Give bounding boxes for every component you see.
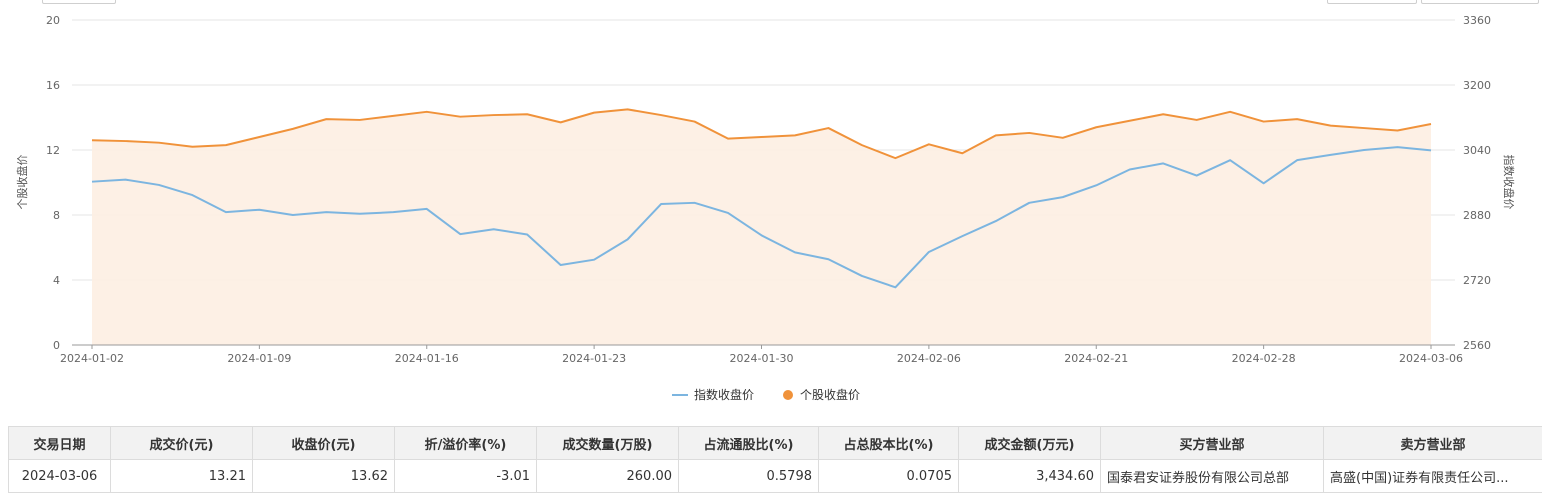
price-comparison-chart: 0 4 8 12 16 20 2560 2720 2880 3040 3200 3360 2024-01… — [15, 14, 1516, 402]
stock-area-fill — [92, 109, 1431, 345]
cell-total-ratio: 0.0705 — [818, 459, 959, 493]
x-tick-label-6: 2024-02-21 — [1064, 352, 1128, 365]
x-tick-label-7: 2024-02-28 — [1232, 352, 1296, 365]
col-header-amount[interactable]: 成交金额(万元) — [958, 426, 1101, 460]
legend-item-index[interactable]: 指数收盘价 — [672, 387, 754, 402]
cell-float-ratio: 0.5798 — [678, 459, 819, 493]
col-header-premium-rate[interactable]: 折/溢价率(%) — [394, 426, 537, 460]
y-left-tick-2: 8 — [53, 209, 60, 222]
axes: 0 4 8 12 16 20 2560 2720 2880 3040 3200 3360 2024-01… — [46, 14, 1491, 365]
x-tick-label-0: 2024-01-02 — [60, 352, 124, 365]
cell-seller[interactable]: 高盛(中国)证券有限责任公司... — [1323, 459, 1542, 493]
legend-stock-label: 个股收盘价 — [800, 387, 860, 402]
col-header-volume[interactable]: 成交数量(万股) — [536, 426, 679, 460]
series-lines — [91, 108, 1432, 289]
table-row: 2024-03-06 13.21 13.62 -3.01 260.00 0.57… — [8, 459, 1542, 493]
cell-buyer[interactable]: 国泰君安证券股份有限公司总部 — [1100, 459, 1324, 493]
cell-deal-price: 13.21 — [110, 459, 253, 493]
top-toolbar-button-right-2[interactable] — [1421, 0, 1539, 4]
y-right-tick-3: 3040 — [1463, 144, 1491, 157]
legend[interactable]: 指数收盘价 个股收盘价 — [672, 387, 860, 402]
cell-volume: 260.00 — [536, 459, 679, 493]
table-header-row: 交易日期 成交价(元) 收盘价(元) 折/溢价率(%) 成交数量(万股) 占流通… — [8, 426, 1542, 460]
y-right-tick-5: 3360 — [1463, 14, 1491, 27]
y-left-tick-0: 0 — [53, 339, 60, 352]
col-header-buyer[interactable]: 买方营业部 — [1100, 426, 1324, 460]
stock-series-line — [91, 108, 1432, 160]
col-header-date[interactable]: 交易日期 — [8, 426, 111, 460]
x-tick-label-8: 2024-03-06 — [1399, 352, 1463, 365]
col-header-deal-price[interactable]: 成交价(元) — [110, 426, 253, 460]
index-series-line — [91, 146, 1432, 289]
legend-stock-dot — [783, 390, 793, 400]
y-right-tick-2: 2880 — [1463, 209, 1491, 222]
y-right-tick-1: 2720 — [1463, 274, 1491, 287]
col-header-close-price[interactable]: 收盘价(元) — [252, 426, 395, 460]
x-tick-label-4: 2024-01-30 — [730, 352, 794, 365]
y-left-tick-5: 20 — [46, 14, 60, 27]
top-toolbar-button-left[interactable] — [42, 0, 116, 4]
top-toolbar-button-right-1[interactable] — [1327, 0, 1417, 4]
stock-area — [92, 109, 1431, 345]
y-axis-right-title: 指数收盘价 — [1502, 155, 1516, 210]
y-left-tick-1: 4 — [53, 274, 60, 287]
col-header-total-ratio[interactable]: 占总股本比(%) — [818, 426, 959, 460]
y-right-tick-4: 3200 — [1463, 79, 1491, 92]
legend-item-stock[interactable]: 个股收盘价 — [783, 387, 860, 402]
cell-close-price: 13.62 — [252, 459, 395, 493]
y-left-tick-4: 16 — [46, 79, 60, 92]
x-tick-label-1: 2024-01-09 — [227, 352, 291, 365]
x-tick-label-3: 2024-01-23 — [562, 352, 626, 365]
cell-amount: 3,434.60 — [958, 459, 1101, 493]
block-trade-table: 交易日期 成交价(元) 收盘价(元) 折/溢价率(%) 成交数量(万股) 占流通… — [8, 426, 1542, 493]
col-header-float-ratio[interactable]: 占流通股比(%) — [678, 426, 819, 460]
y-right-tick-0: 2560 — [1463, 339, 1491, 352]
col-header-seller[interactable]: 卖方营业部 — [1323, 426, 1542, 460]
cell-premium-rate: -3.01 — [394, 459, 537, 493]
y-axis-left-title: 个股收盘价 — [15, 155, 29, 210]
y-left-tick-3: 12 — [46, 144, 60, 157]
legend-index-label: 指数收盘价 — [694, 387, 754, 402]
x-tick-label-2: 2024-01-16 — [395, 352, 459, 365]
x-tick-label-5: 2024-02-06 — [897, 352, 961, 365]
cell-date: 2024-03-06 — [8, 459, 111, 493]
